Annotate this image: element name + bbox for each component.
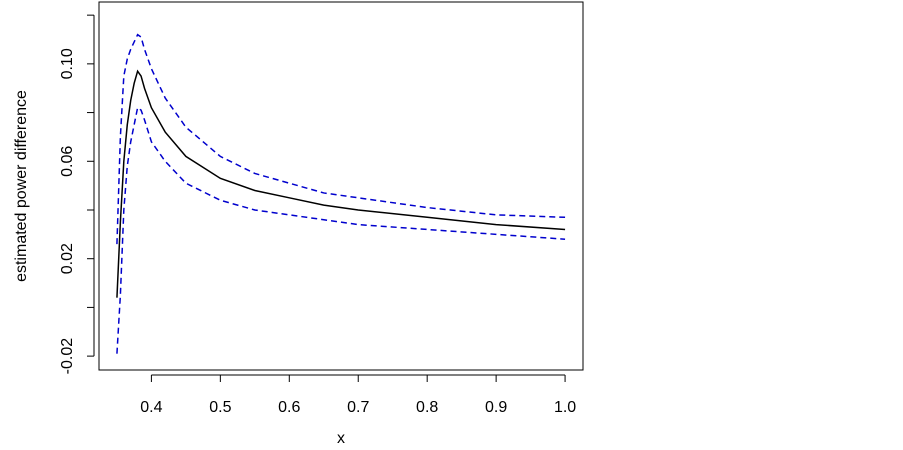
- y-tick-label: 0.10: [59, 48, 76, 79]
- y-tick-label: 0.02: [59, 243, 76, 274]
- x-tick-label: 0.8: [416, 399, 438, 416]
- y-tick-label: -0.02: [59, 338, 76, 375]
- x-tick-label: 0.9: [485, 399, 507, 416]
- x-axis-label: x: [337, 430, 345, 447]
- y-tick-label: 0.06: [59, 146, 76, 177]
- data-line: [116, 33, 566, 245]
- x-tick-label: 0.4: [140, 399, 162, 416]
- x-tick-label: 0.6: [278, 399, 300, 416]
- y-axis-label: estimated power difference: [13, 90, 30, 282]
- x-tick-label: 1.0: [554, 399, 576, 416]
- plot-frame: [98, 1, 584, 371]
- data-line: [116, 106, 566, 354]
- x-tick-label: 0.7: [347, 399, 369, 416]
- x-tick-label: 0.5: [209, 399, 231, 416]
- data-line: [116, 69, 566, 298]
